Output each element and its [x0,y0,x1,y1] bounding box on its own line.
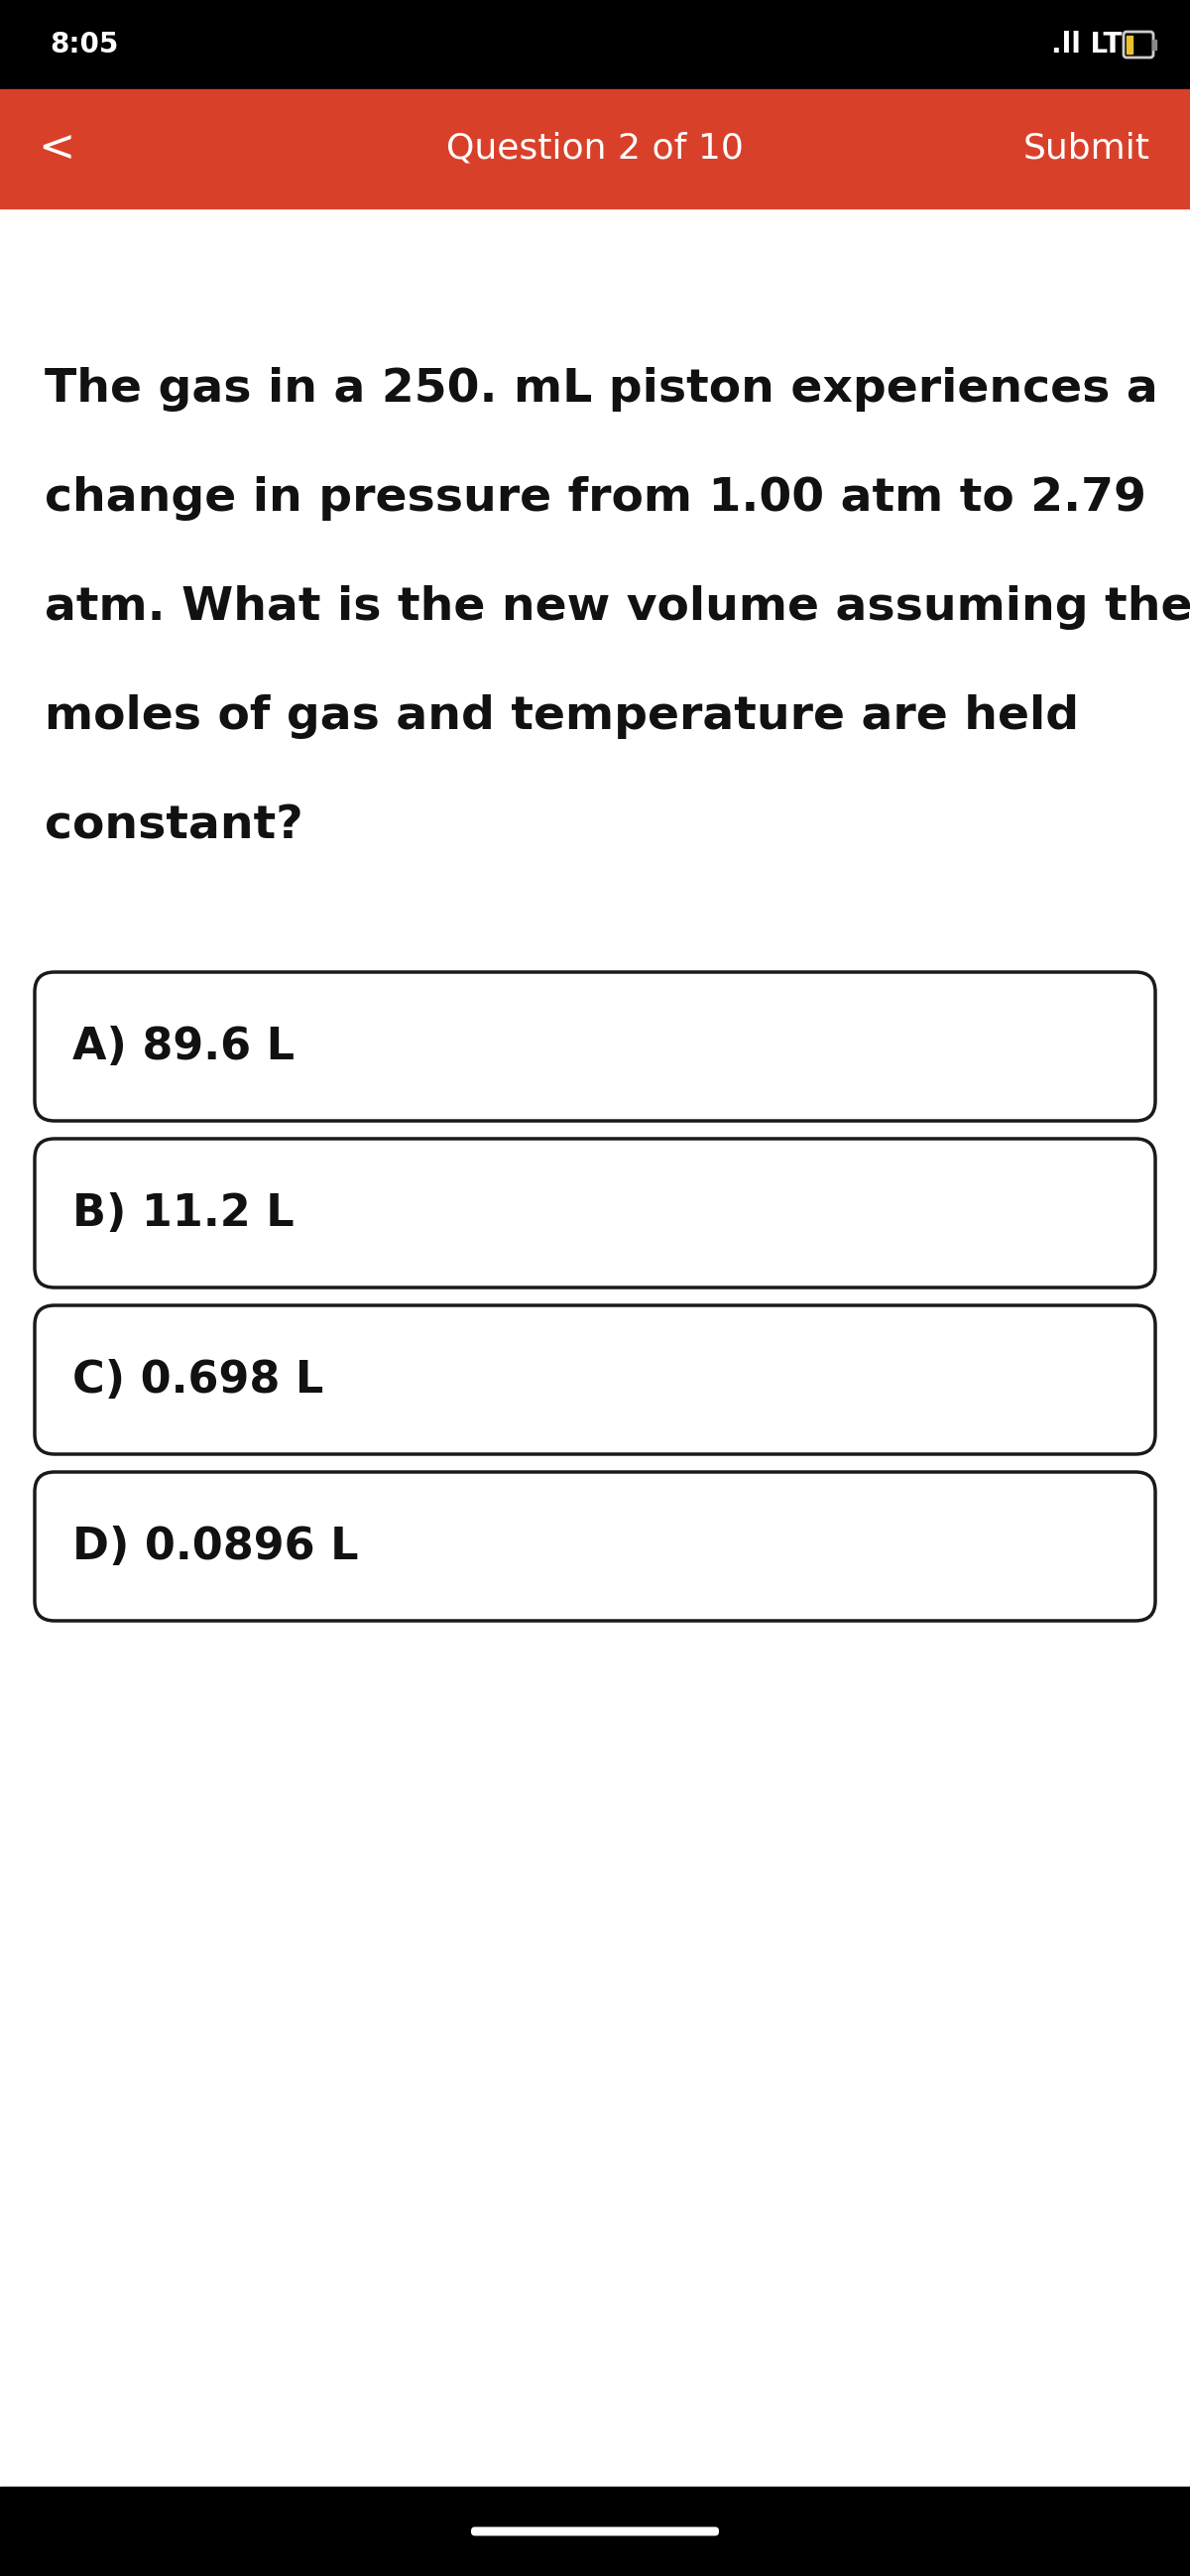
Text: change in pressure from 1.00 atm to 2.79: change in pressure from 1.00 atm to 2.79 [45,477,1146,520]
Bar [0,2486,1190,2576]
Text: C) 0.698 L: C) 0.698 L [73,1358,324,1401]
FancyBboxPatch shape [1123,31,1153,57]
Text: constant?: constant? [45,804,303,848]
Text: 8:05: 8:05 [50,31,118,59]
Text: D) 0.0896 L: D) 0.0896 L [73,1525,358,1569]
Bar [1127,36,1133,54]
FancyBboxPatch shape [35,1471,1155,1620]
Text: atm. What is the new volume assuming the: atm. What is the new volume assuming the [45,585,1190,631]
Text: A) 89.6 L: A) 89.6 L [73,1025,295,1069]
Text: Question 2 of 10: Question 2 of 10 [446,131,744,165]
Bar [0,90,1190,209]
Text: Submit: Submit [1023,131,1151,165]
FancyBboxPatch shape [471,2527,719,2535]
Text: moles of gas and temperature are held: moles of gas and temperature are held [45,696,1079,739]
Text: B) 11.2 L: B) 11.2 L [73,1193,294,1234]
Bar [1152,39,1157,49]
Text: The gas in a 250. mL piston experiences a: The gas in a 250. mL piston experiences … [45,366,1158,412]
FancyBboxPatch shape [35,1139,1155,1288]
FancyBboxPatch shape [35,1306,1155,1453]
Text: .ll LTE: .ll LTE [1051,31,1140,59]
FancyBboxPatch shape [35,971,1155,1121]
Text: <: < [38,126,75,170]
Bar [0,0,1190,90]
